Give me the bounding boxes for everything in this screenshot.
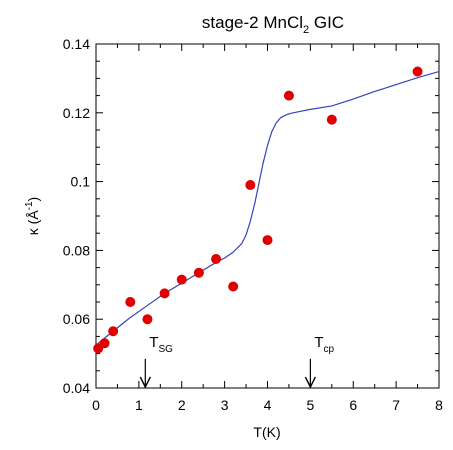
chart-title-sub: 2 [303, 24, 309, 36]
x-tick-label: 8 [435, 397, 443, 413]
y-tick-label: 0.14 [63, 36, 90, 52]
y-axis-label: κ (Å-1) [24, 197, 41, 235]
tsg-label: TSG [149, 334, 173, 355]
data-point [211, 254, 222, 264]
data-point [142, 314, 153, 325]
fit-curve [96, 70, 439, 346]
data-point [412, 66, 423, 77]
y-tick-labels: 0.04 0.06 0.08 0.1 0.12 0.14 [63, 36, 90, 396]
axis-ticks [96, 44, 439, 388]
x-axis-label: T(K) [253, 424, 280, 440]
x-tick-label: 5 [306, 397, 314, 413]
tsg-arrow-head [139, 376, 151, 389]
x-tick-label: 6 [349, 397, 357, 413]
data-point [228, 281, 239, 292]
data-point [176, 274, 187, 285]
data-point [326, 114, 337, 125]
chart-title: stage-2 MnCl2 GIC [202, 13, 344, 36]
x-tick-label: 2 [178, 397, 186, 413]
tcp-label: Tcp [314, 334, 334, 355]
data-point [99, 338, 110, 349]
x-tick-label: 7 [392, 397, 400, 413]
y-tick-label: 0.08 [63, 242, 90, 258]
y-tick-label: 0.06 [63, 311, 90, 327]
data-points-layer [93, 66, 423, 354]
y-tick-label: 0.12 [63, 105, 90, 121]
data-point [283, 90, 294, 101]
data-point [125, 297, 136, 307]
plot-frame [95, 43, 440, 389]
data-point [245, 180, 256, 191]
annotations-layer: TSG Tcp [139, 334, 335, 389]
chart-title-main: stage-2 MnCl [202, 13, 303, 32]
y-axis-label-tail: ) [25, 197, 41, 202]
x-tick-label: 0 [92, 397, 100, 413]
x-tick-labels: 0 1 2 3 4 5 6 7 8 [92, 397, 443, 413]
y-axis-label-sup: -1 [24, 201, 35, 210]
y-tick-label: 0.04 [63, 380, 90, 396]
data-point [193, 267, 204, 278]
y-tick-label: 0.1 [71, 174, 91, 190]
data-point [262, 235, 273, 246]
data-point [108, 326, 119, 337]
y-axis-label-main: κ (Å [25, 210, 41, 236]
fit-curve-layer [96, 70, 439, 346]
tcp-arrow-head [304, 376, 317, 389]
x-tick-label: 4 [264, 397, 272, 413]
x-tick-label: 1 [135, 397, 143, 413]
x-tick-label: 3 [221, 397, 229, 413]
chart-title-tail: GIC [309, 13, 344, 32]
data-point [159, 288, 170, 299]
